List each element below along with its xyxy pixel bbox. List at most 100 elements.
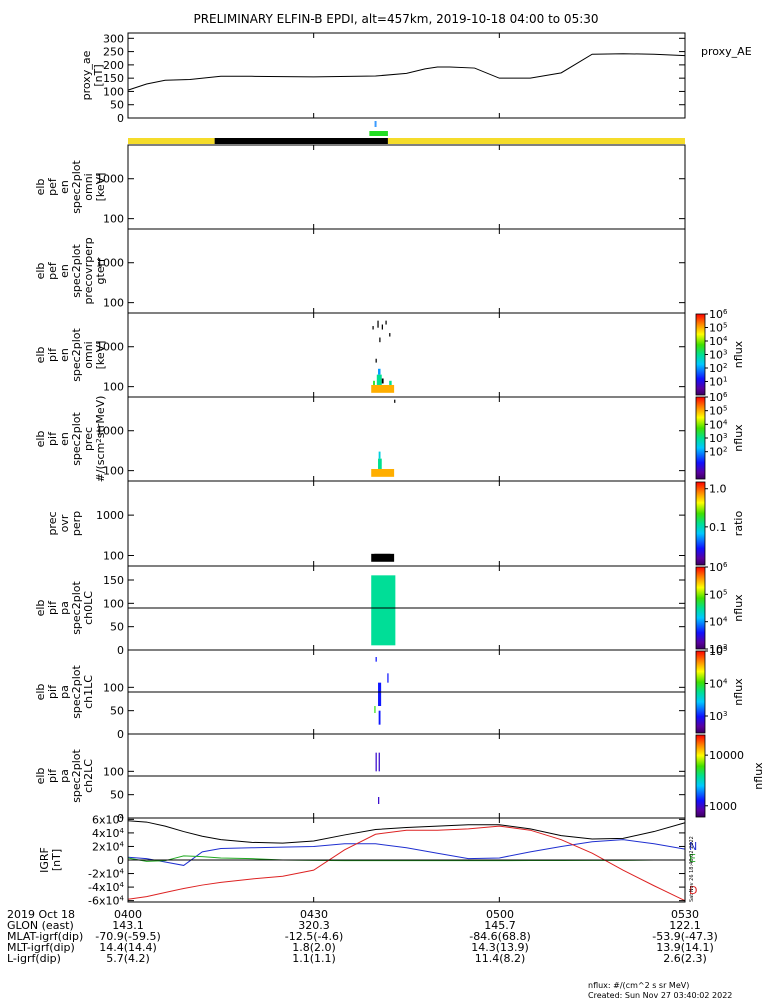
orbit-segment-shadow bbox=[214, 138, 388, 144]
y-tick-label: 1000 bbox=[96, 257, 124, 270]
y-axis-label: spec2plot bbox=[70, 665, 83, 719]
ephemeris-value: -84.6(68.8) bbox=[469, 930, 531, 943]
colorbar-pa_ch2LC: 1000 10000 nflux bbox=[695, 734, 765, 818]
y-axis-label: pa bbox=[58, 769, 71, 783]
heatmap-cell bbox=[373, 380, 375, 385]
series-line bbox=[127, 53, 686, 91]
colorbar-tick-label: 104 bbox=[709, 418, 728, 431]
y-axis-label: pif bbox=[46, 347, 59, 362]
ephemeris-value: 11.4(8.2) bbox=[475, 952, 526, 965]
y-tick-label: 100 bbox=[103, 681, 124, 694]
y-axis-label: pif bbox=[46, 768, 59, 783]
y-axis-label: [keV] bbox=[94, 341, 107, 370]
ephemeris-row-label: 2019 Oct 18 bbox=[7, 908, 75, 921]
science-zone-marker bbox=[369, 131, 388, 136]
y-axis-label: ch0LC bbox=[82, 591, 95, 625]
colorbar-scale bbox=[695, 650, 706, 734]
ephemeris-row-label: L-igrf(dip) bbox=[7, 952, 61, 965]
x-tick-label: 0530 bbox=[671, 908, 699, 921]
heatmap-cell bbox=[377, 320, 379, 328]
series-line bbox=[127, 820, 686, 844]
colorbar-scale bbox=[695, 734, 706, 818]
y-axis-label: prec bbox=[82, 427, 95, 451]
colorbar-tick-label: 0.1 bbox=[709, 521, 727, 534]
y-axis-label: spec2plot bbox=[70, 581, 83, 635]
y-tick-label: 150 bbox=[103, 72, 124, 85]
y-axis-label: pef bbox=[46, 261, 59, 280]
colorbar-tick-label: 105 bbox=[709, 645, 727, 658]
y-axis-label: spec2plot bbox=[70, 244, 83, 298]
ephemeris-value: -70.9(-59.5) bbox=[95, 930, 161, 943]
ephemeris-value: 145.7 bbox=[484, 919, 516, 932]
colorbar-tick-label: 103 bbox=[709, 349, 727, 362]
heatmap-cell bbox=[375, 752, 377, 772]
y-axis-label: [nT] bbox=[92, 64, 105, 86]
colorbar-tick-label: 104 bbox=[709, 678, 728, 691]
y-axis-label: pif bbox=[46, 684, 59, 699]
colorbar-tick-label: 105 bbox=[709, 588, 727, 601]
heatmap-cell bbox=[378, 710, 381, 725]
legend-N: N bbox=[689, 840, 697, 853]
colorbar-label: nflux bbox=[732, 424, 745, 452]
heatmap-cell bbox=[379, 337, 381, 343]
y-axis-label: omni bbox=[82, 341, 95, 368]
y-axis-label: elb bbox=[34, 431, 47, 448]
colorbar-tick-label: 106 bbox=[709, 391, 728, 404]
y-axis-label: en bbox=[58, 348, 71, 362]
colorbar-tick-label: 1.0 bbox=[709, 483, 727, 496]
panel-pif_prec: 100 1000 elb pif en spec2plot prec#/(scm2strMe… bbox=[34, 396, 686, 483]
panel-prec_ovr_perp: 100 1000 prec ovr perp bbox=[46, 480, 686, 567]
ephemeris-row-label: MLAT-igrf(dip) bbox=[7, 930, 83, 943]
colorbar-tick-label: 104 bbox=[709, 335, 728, 348]
colorbar-scale bbox=[695, 566, 706, 650]
heatmap-cell bbox=[389, 380, 392, 385]
colorbar-tick-label: 106 bbox=[709, 561, 728, 574]
y-tick-label: 300 bbox=[103, 32, 124, 45]
y-tick-label: 100 bbox=[103, 85, 124, 98]
y-axis-label: elb bbox=[34, 684, 47, 701]
ephemeris-value: -53.9(-47.3) bbox=[652, 930, 718, 943]
y-tick-label: 100 bbox=[103, 765, 124, 778]
heatmap-cell bbox=[374, 553, 391, 559]
heatmap-cell bbox=[381, 378, 384, 384]
y-axis-label: #/(scm2strMeV) bbox=[94, 396, 107, 483]
heatmap-cell bbox=[378, 797, 380, 804]
ephemeris-value: 143.1 bbox=[112, 919, 144, 932]
heatmap-cell bbox=[378, 752, 380, 772]
heatmap-cell bbox=[371, 468, 395, 477]
colorbar-tick-label: 105 bbox=[709, 322, 727, 335]
y-tick-label: 4x104 bbox=[92, 827, 125, 840]
colorbar-tick-label: 103 bbox=[709, 643, 727, 656]
panel-frame bbox=[127, 144, 686, 230]
series-line-D bbox=[127, 825, 686, 902]
y-tick-label: 1000 bbox=[96, 341, 124, 354]
ephemeris-value: 5.7(4.2) bbox=[106, 952, 150, 965]
y-axis-label: precovrperp bbox=[82, 237, 95, 304]
heatmap-cell bbox=[387, 673, 389, 683]
colorbar-tick-label: 1000 bbox=[709, 800, 737, 813]
heatmap-cell bbox=[375, 358, 377, 363]
y-axis-label: en bbox=[58, 432, 71, 446]
heatmap-cell bbox=[374, 706, 376, 713]
heatmap-cell bbox=[385, 320, 387, 325]
y-tick-label: 50 bbox=[110, 789, 124, 802]
series-line-N bbox=[127, 839, 686, 866]
heatmap-cell bbox=[371, 384, 395, 393]
ephemeris-value: 14.3(13.9) bbox=[471, 941, 529, 954]
panel-frame bbox=[127, 480, 686, 567]
colorbar-scale bbox=[695, 481, 706, 566]
colorbar-tick-label: 103 bbox=[709, 432, 727, 445]
colorbar-tick-label: 101 bbox=[709, 376, 727, 389]
heatmap-cell bbox=[389, 333, 391, 337]
panel-pef_omni: 100 1000 elb pef en spec2plot omni [keV] bbox=[34, 144, 686, 230]
panel-pif_omni: 100 1000 elb pif en spec2plot omni [keV] bbox=[34, 312, 686, 398]
heatmap-cell bbox=[394, 399, 396, 403]
y-tick-label: 50 bbox=[110, 99, 124, 112]
footer-units: nflux: #/(cm^2 s sr MeV) bbox=[588, 981, 689, 990]
